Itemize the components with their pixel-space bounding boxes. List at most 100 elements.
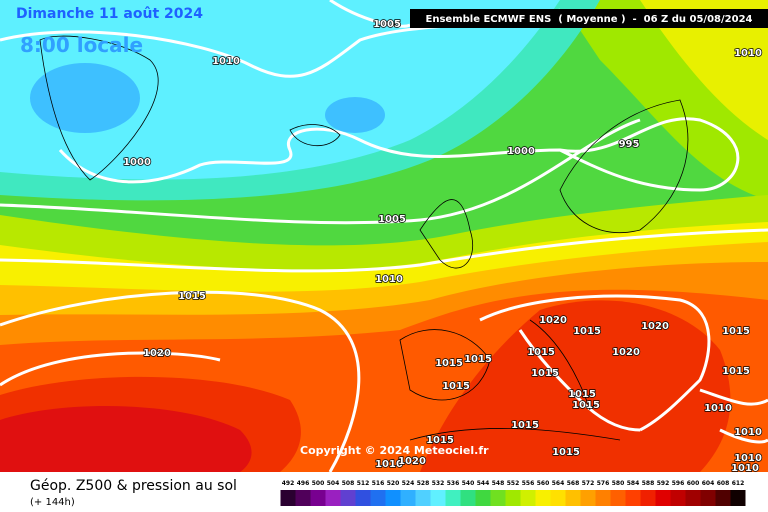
colorbar-label: 516	[372, 480, 385, 487]
color-swatch	[475, 490, 491, 506]
colorbar-label: 568	[567, 480, 580, 487]
isobar-label: 1015	[552, 447, 580, 458]
color-swatch	[400, 490, 416, 506]
color-swatch	[700, 490, 716, 506]
isobar-label: 1005	[378, 214, 406, 225]
color-swatch	[580, 490, 596, 506]
isobar-label: 1020	[398, 456, 426, 467]
colorbar-label: 560	[537, 480, 550, 487]
time: 8:00 locale	[20, 33, 143, 57]
isobar-label: 1015	[426, 435, 454, 446]
colorbar-label: 500	[312, 480, 325, 487]
isobar-label: 1015	[568, 389, 596, 400]
coastlines	[39, 35, 689, 441]
isobar-label: 1015	[178, 291, 206, 302]
color-swatch	[595, 490, 611, 506]
colorbar-label: 596	[672, 480, 685, 487]
isobar-label: 1005	[373, 19, 401, 30]
copyright: Copyright © 2024 Meteociel.fr	[300, 444, 489, 457]
isobar-label: 1010	[731, 463, 759, 474]
model-header: Ensemble ECMWF ENS ( Moyenne ) - 06 Z du…	[426, 14, 753, 25]
isobar-label: 1015	[573, 326, 601, 337]
isobar-label: 1010	[375, 274, 403, 285]
legend-title: Géop. Z500 & pression au sol	[30, 478, 237, 494]
color-swatch	[355, 490, 371, 506]
color-swatch	[340, 490, 356, 506]
isobar-label: 1010	[375, 459, 403, 470]
isobar-labels: 1005101010101000100099510051010101510201…	[122, 18, 762, 475]
isobar-label: 1020	[143, 348, 171, 359]
colorbar-label: 612	[732, 480, 745, 487]
color-swatch	[445, 490, 461, 506]
color-swatch	[565, 490, 581, 506]
isobar-label: 1010	[212, 56, 240, 67]
colorbar-label: 580	[612, 480, 625, 487]
colorbar-label: 504	[327, 480, 340, 487]
colorbar-label: 532	[432, 480, 445, 487]
color-swatch	[430, 490, 446, 506]
color-swatch	[520, 490, 536, 506]
colorbar-label: 584	[627, 480, 640, 487]
colorbar-label: 540	[462, 480, 475, 487]
color-swatch	[415, 490, 431, 506]
colorbar-label: 564	[552, 480, 565, 487]
color-swatch	[505, 490, 521, 506]
colorbar-label: 524	[402, 480, 415, 487]
colorbar-label: 588	[642, 480, 655, 487]
background	[0, 0, 768, 472]
color-swatch	[610, 490, 626, 506]
isobar-label: 1010	[734, 453, 762, 464]
isobar-label: 1010	[704, 403, 732, 414]
color-swatch	[670, 490, 686, 506]
isobar-label: 1015	[527, 347, 555, 358]
colorbar-label: 608	[717, 480, 730, 487]
color-swatch	[460, 490, 476, 506]
color-swatch	[325, 490, 341, 506]
color-swatch	[625, 490, 641, 506]
color-swatch	[280, 490, 296, 506]
isobar-label: 1000	[123, 157, 151, 168]
isobar-label: 1020	[539, 315, 567, 326]
isobar-label: 1015	[722, 366, 750, 377]
color-swatch	[385, 490, 401, 506]
color-swatch	[490, 490, 506, 506]
color-swatch	[310, 490, 326, 506]
colorbar-label: 544	[477, 480, 490, 487]
isobar-label: 1015	[722, 326, 750, 337]
isobar-label: 1015	[435, 358, 463, 369]
color-swatch	[730, 490, 746, 506]
isobar-label: 1010	[734, 427, 762, 438]
header-box	[410, 9, 768, 28]
color-swatch	[295, 490, 311, 506]
isobar-label: 1010	[734, 48, 762, 59]
colorbar-label: 496	[297, 480, 310, 487]
isobar-label: 1020	[612, 347, 640, 358]
colorbar-label: 548	[492, 480, 505, 487]
isobar-label: 1015	[442, 381, 470, 392]
isobar-label: 1000	[507, 146, 535, 157]
isobar-label: 1015	[464, 354, 492, 365]
color-swatch	[640, 490, 656, 506]
color-swatch	[370, 490, 386, 506]
colorbar-label: 528	[417, 480, 430, 487]
color-swatch	[550, 490, 566, 506]
colorbar-label: 520	[387, 480, 400, 487]
colorbar-label: 572	[582, 480, 595, 487]
legend-subtitle: (+ 144h)	[30, 497, 75, 508]
color-swatch	[535, 490, 551, 506]
colorbar-label: 552	[507, 480, 520, 487]
isobar-label: 1015	[511, 420, 539, 431]
color-swatch	[715, 490, 731, 506]
color-swatch	[685, 490, 701, 506]
colorbar-label: 600	[687, 480, 700, 487]
color-swatch	[655, 490, 671, 506]
colorbar-label: 592	[657, 480, 670, 487]
isobar-label: 1020	[641, 321, 669, 332]
isobar-label: 995	[619, 139, 640, 150]
isobar-label: 1015	[572, 400, 600, 411]
colorbar-label: 508	[342, 480, 355, 487]
colorbar: 492 496 500 504 508 512 516 520 524 528 532 536 540 5…	[280, 480, 746, 506]
colorbar-label: 556	[522, 480, 535, 487]
isobar-label: 1015	[531, 368, 559, 379]
